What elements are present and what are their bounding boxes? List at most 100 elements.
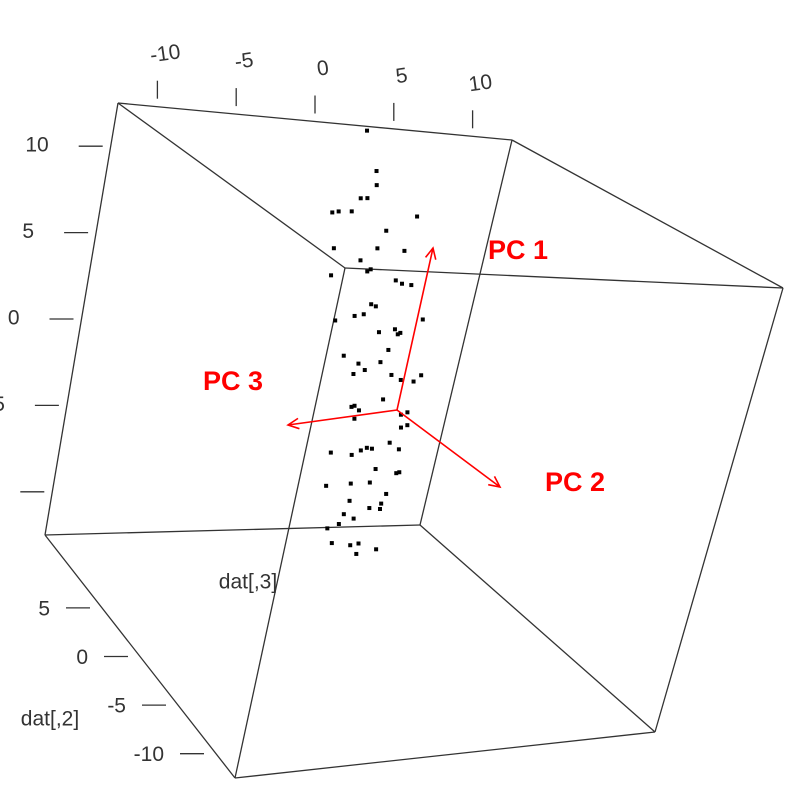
pc-arrow xyxy=(396,409,502,489)
box-edge xyxy=(44,524,421,536)
point xyxy=(374,183,379,188)
point xyxy=(364,445,369,450)
y-axis-label: dat[,2] xyxy=(21,708,79,731)
x-tick-label: 10 xyxy=(467,70,493,96)
point xyxy=(365,128,370,133)
point xyxy=(330,210,335,215)
point xyxy=(352,416,357,421)
point xyxy=(329,541,334,546)
box-edge xyxy=(44,534,236,779)
point xyxy=(333,318,338,323)
point xyxy=(324,483,329,488)
point xyxy=(356,541,361,546)
z-tick-label: 0 xyxy=(8,307,20,330)
point xyxy=(349,209,354,214)
point xyxy=(362,368,367,373)
z-tick-label: -5 xyxy=(0,393,5,416)
y-tick-label: 0 xyxy=(76,646,88,669)
point xyxy=(397,470,402,475)
point xyxy=(329,273,334,278)
box-edge xyxy=(117,102,346,269)
point xyxy=(348,481,353,486)
point xyxy=(352,313,357,318)
point xyxy=(402,248,407,253)
z-axis-label: dat[,3] xyxy=(219,571,277,594)
point xyxy=(377,506,382,511)
point xyxy=(373,304,378,309)
point xyxy=(365,196,370,201)
z-tick-label: 5 xyxy=(22,220,34,243)
point xyxy=(395,332,400,337)
box-edge xyxy=(344,267,784,289)
point xyxy=(349,404,354,409)
point xyxy=(378,360,383,365)
pc-label: PC 1 xyxy=(488,235,548,265)
box-edge xyxy=(117,102,513,141)
point xyxy=(356,408,361,413)
point xyxy=(369,446,374,451)
point xyxy=(376,330,381,335)
point xyxy=(358,258,363,263)
point xyxy=(381,397,386,402)
point xyxy=(386,347,391,352)
box-edge xyxy=(654,287,784,733)
point xyxy=(398,377,403,382)
pc-label: PC 3 xyxy=(203,366,263,396)
point xyxy=(374,547,379,552)
point xyxy=(361,312,366,317)
point xyxy=(375,246,380,251)
box-edge xyxy=(234,267,346,779)
point xyxy=(356,361,361,366)
x-tick-label: -5 xyxy=(233,48,255,73)
point xyxy=(420,317,425,322)
point xyxy=(373,467,378,472)
box-edge xyxy=(419,524,656,733)
pc-arrow xyxy=(396,246,437,411)
point xyxy=(331,246,336,251)
point xyxy=(400,281,405,286)
y-tick-label: 5 xyxy=(38,597,50,620)
point xyxy=(354,551,359,556)
point xyxy=(415,214,420,219)
point xyxy=(336,522,341,527)
point xyxy=(367,480,372,485)
point xyxy=(336,209,341,214)
z-tick-label: 10 xyxy=(25,134,48,157)
point xyxy=(351,516,356,521)
point xyxy=(348,543,353,548)
point xyxy=(411,379,416,384)
point xyxy=(369,302,374,307)
point xyxy=(384,228,389,233)
point xyxy=(349,452,354,457)
point xyxy=(328,450,333,455)
pc-label: PC 2 xyxy=(545,467,605,497)
point xyxy=(389,372,394,377)
x-tick-label: 0 xyxy=(315,56,330,80)
point xyxy=(405,410,410,415)
point xyxy=(398,412,403,417)
point xyxy=(394,471,399,476)
x-tick-label: -10 xyxy=(149,40,182,67)
x-tick-label: 5 xyxy=(394,64,409,88)
point xyxy=(384,491,389,496)
point xyxy=(392,327,397,332)
point xyxy=(347,498,352,503)
point xyxy=(368,267,373,272)
point xyxy=(419,373,424,378)
y-tick-label: -10 xyxy=(134,743,164,766)
y-tick-label: -5 xyxy=(107,695,126,718)
point xyxy=(365,269,370,274)
point xyxy=(325,526,330,531)
point xyxy=(387,440,392,445)
box-edge xyxy=(511,139,784,289)
point xyxy=(396,447,401,452)
point xyxy=(374,169,379,174)
point xyxy=(379,501,384,506)
point xyxy=(352,403,357,408)
point xyxy=(393,278,398,283)
point xyxy=(358,196,363,201)
point xyxy=(398,425,403,430)
box-edge xyxy=(419,139,513,526)
